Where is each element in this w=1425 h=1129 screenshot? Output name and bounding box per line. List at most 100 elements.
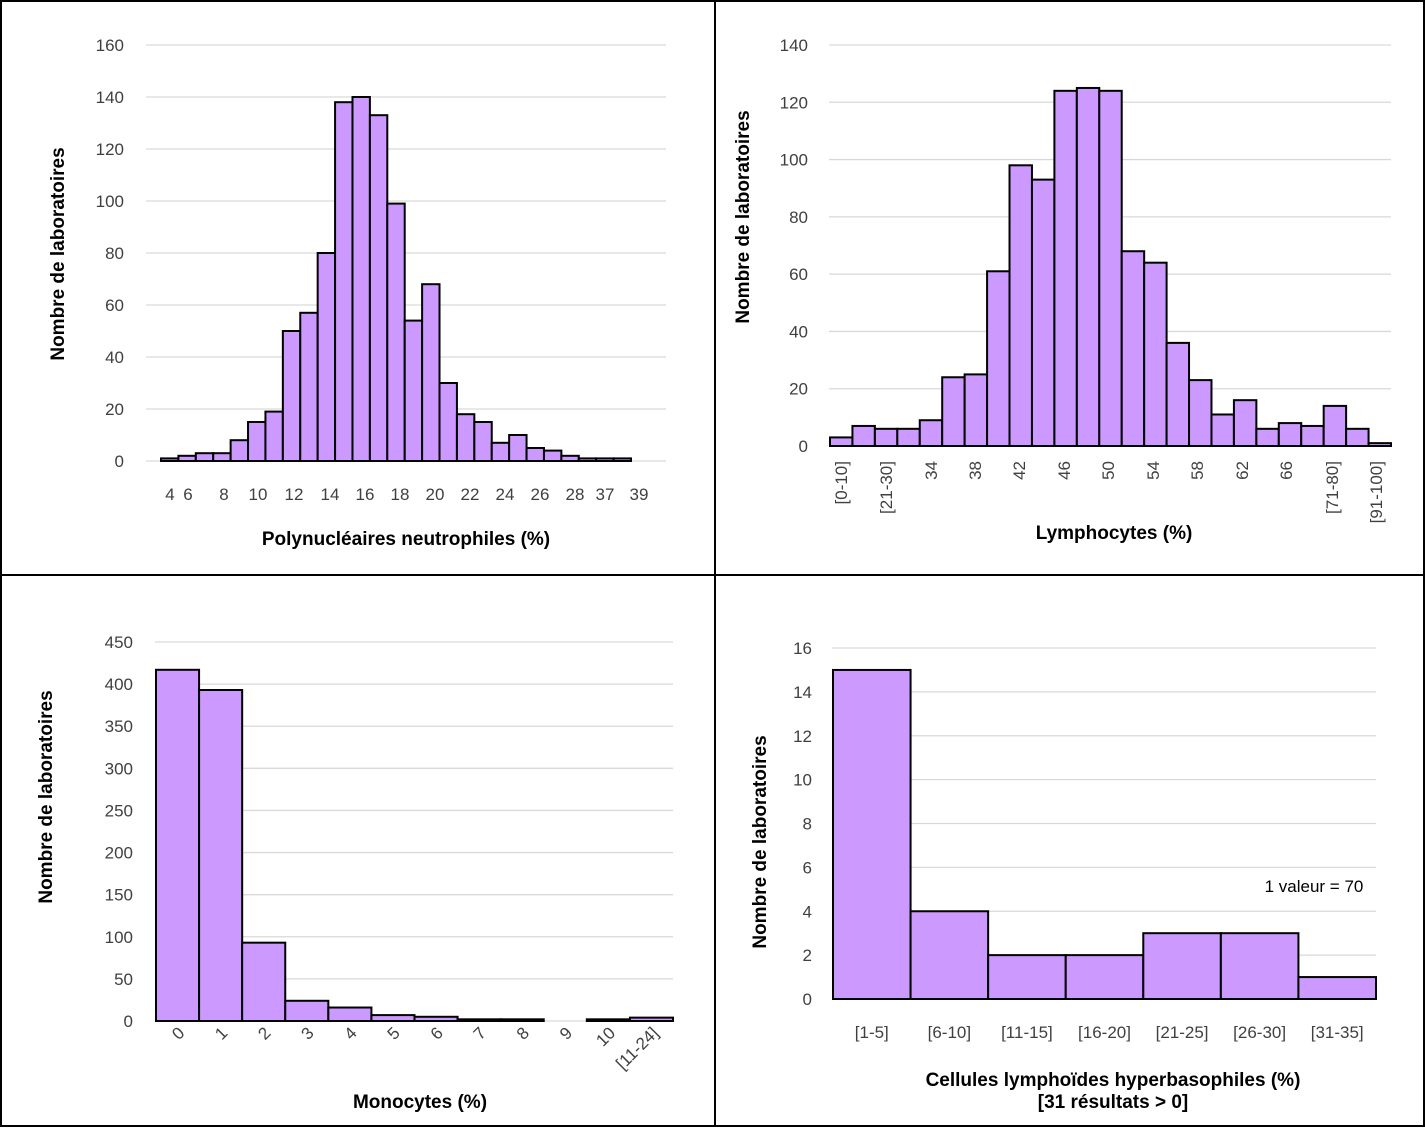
bar — [832, 668, 912, 1000]
bar — [1142, 932, 1222, 1000]
x-tick-label: 12 — [285, 485, 304, 504]
bar — [1255, 427, 1280, 448]
y-tick-label: 60 — [789, 265, 808, 284]
bar — [155, 668, 201, 1022]
x-tick-label: 10 — [592, 1023, 619, 1050]
bar — [585, 1018, 631, 1022]
x-tick-label: [0-10] — [832, 461, 851, 504]
lymphocytes-chart-panel: 0 20 40 60 80 100 120 140 [0-10] [21-30] 34 38 42 46 5… — [714, 0, 1425, 576]
x-axis-title: Cellules lymphoïdes hyperbasophiles (%) — [926, 1070, 1301, 1091]
bar — [525, 447, 545, 462]
bar — [473, 421, 493, 462]
y-tick-label: 60 — [105, 296, 124, 315]
x-tick-label: 66 — [1277, 461, 1296, 480]
x-tick-label: [21-25] — [1156, 1023, 1209, 1042]
y-tick-label: 100 — [780, 151, 808, 170]
x-tick-label: 58 — [1188, 461, 1207, 480]
y-tick-label: 140 — [780, 36, 808, 55]
bar — [1210, 413, 1235, 448]
bar — [229, 439, 250, 463]
x-tick-label: 9 — [556, 1023, 576, 1043]
bar — [413, 1015, 459, 1022]
y-axis-title: Nombre de laboratoires — [733, 110, 754, 323]
x-tick-label: 20 — [426, 485, 445, 504]
x-tick-label: 10 — [249, 485, 268, 504]
bar — [284, 999, 330, 1022]
hyperbasophil-chart: 0 2 4 6 8 10 12 14 16 [1-5] [6-10] [11-15] [16-20] [2… — [750, 639, 1378, 1113]
bar — [455, 413, 476, 463]
x-tick-label: 18 — [391, 485, 410, 504]
x-tick-label: 5 — [384, 1023, 404, 1043]
y-tick-label: 40 — [105, 348, 124, 367]
x-axis-title: Polynucléaires neutrophiles (%) — [262, 529, 550, 550]
monocytes-chart-panel: 0 50 100 150 200 250 300 350 400 450 0 1 2 3 4 5 6 7 8 9 10[… — [0, 574, 716, 1127]
y-tick-label: 0 — [803, 990, 812, 1009]
y-axis-title: Nombre de laboratoires — [36, 690, 57, 903]
x-tick-label: 62 — [1233, 461, 1252, 480]
bar — [987, 954, 1067, 1000]
y-tick-label: 0 — [115, 452, 124, 471]
bar — [198, 689, 244, 1023]
y-tick-label: 200 — [105, 844, 133, 863]
bar — [1075, 86, 1101, 447]
bar — [299, 311, 319, 462]
x-tick-label: [11-24] — [612, 1023, 662, 1073]
bar — [212, 452, 232, 463]
monocytes-chart: 0 50 100 150 200 250 300 350 400 450 0 1 2 3 4 5 6 7 8 9 10[… — [36, 633, 675, 1113]
x-tick-label: 42 — [1010, 461, 1029, 480]
bar — [560, 454, 580, 462]
bar — [368, 114, 389, 462]
x-tick-label: 34 — [922, 461, 941, 480]
y-tick-label: 10 — [793, 771, 812, 790]
y-tick-label: 12 — [793, 727, 812, 746]
x-tick-label: 39 — [630, 485, 649, 504]
y-tick-label: 20 — [789, 380, 808, 399]
x-tick-label: 28 — [566, 485, 585, 504]
bar — [456, 1018, 502, 1022]
bar — [1030, 178, 1056, 447]
bar — [1297, 976, 1378, 1000]
y-tick-label: 0 — [799, 437, 808, 456]
x-tick-label: 8 — [513, 1023, 533, 1043]
x-tick-label: [26-30] — [1233, 1023, 1286, 1042]
y-tick-label: 350 — [105, 717, 133, 736]
neutrophils-chart: 0 20 40 60 80 100 120 140 160 4 6 8 10 12 14 16 18 20 22 24… — [48, 36, 666, 550]
bar — [264, 410, 284, 463]
y-tick-label: 140 — [96, 88, 124, 107]
x-tick-label: 46 — [1055, 461, 1074, 480]
bar — [1064, 954, 1145, 1000]
x-tick-label: 16 — [356, 485, 375, 504]
y-tick-label: 80 — [789, 208, 808, 227]
bar — [160, 457, 180, 462]
bar — [316, 252, 337, 462]
y-tick-label: 50 — [114, 970, 133, 989]
bar — [1143, 261, 1168, 447]
x-tick-label: 8 — [219, 485, 228, 504]
x-tick-label: [91-100] — [1367, 461, 1386, 523]
y-tick-label: 14 — [793, 683, 812, 702]
bar — [941, 376, 966, 447]
x-tick-label: 14 — [321, 485, 340, 504]
y-tick-label: 160 — [96, 36, 124, 55]
bar — [334, 101, 354, 462]
bar — [1322, 404, 1348, 447]
bar — [986, 270, 1011, 447]
bar — [421, 283, 441, 463]
y-tick-label: 16 — [793, 639, 812, 658]
x-tick-label: 4 — [341, 1023, 361, 1043]
x-tick-label: 38 — [966, 461, 985, 480]
x-tick-label: [21-30] — [877, 461, 896, 514]
x-tick-label: [1-5] — [855, 1023, 889, 1042]
bar — [490, 441, 511, 462]
bar — [1098, 89, 1123, 447]
bar — [1277, 422, 1303, 448]
x-tick-label: 24 — [496, 485, 515, 504]
y-tick-label: 100 — [96, 192, 124, 211]
x-tick-label: [16-20] — [1078, 1023, 1131, 1042]
y-tick-label: 20 — [105, 400, 124, 419]
x-tick-label: 6 — [427, 1023, 447, 1043]
bar — [896, 427, 921, 448]
bar — [1008, 164, 1033, 448]
bar — [873, 427, 899, 448]
x-tick-label: 1 — [211, 1023, 231, 1043]
